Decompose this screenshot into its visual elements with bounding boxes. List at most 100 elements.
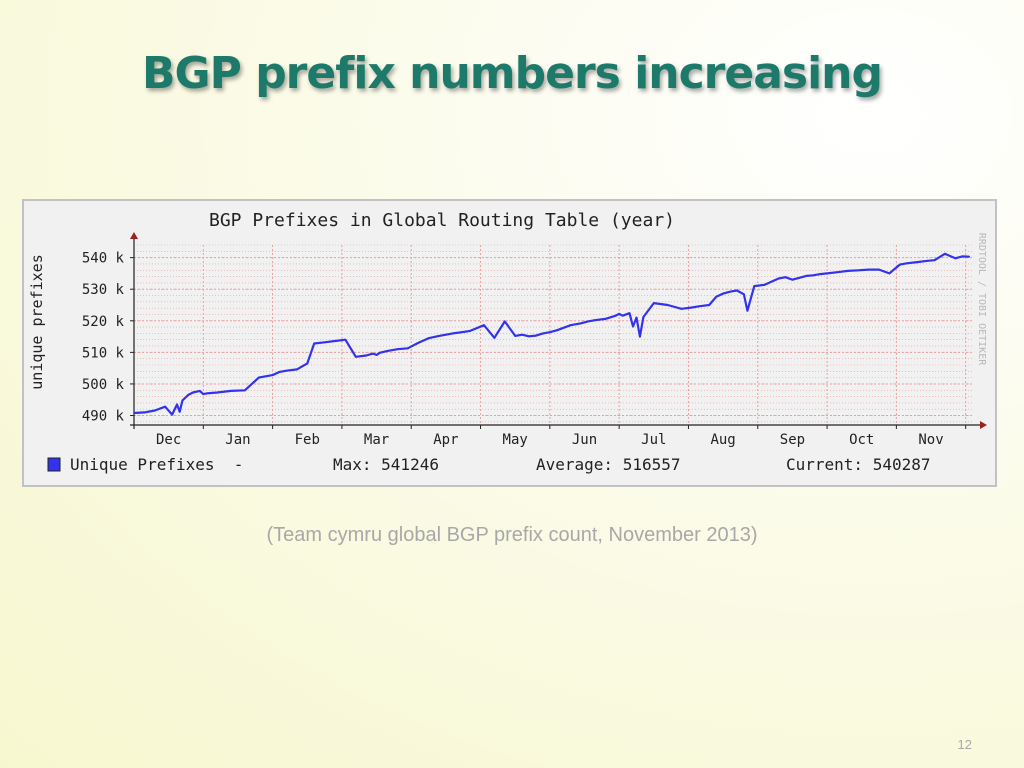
data-point	[722, 292, 725, 295]
y-tick-label: 500 k	[82, 377, 125, 393]
data-point	[618, 312, 621, 315]
x-tick-label: Nov	[918, 432, 943, 448]
data-point	[257, 376, 260, 379]
data-point	[444, 333, 447, 336]
data-point	[243, 389, 246, 392]
data-point	[639, 335, 641, 338]
y-tick-labels: 490 k 500 k 510 k 520 k 530 k 540 k	[82, 251, 125, 425]
legend: Unique Prefixes - Max: 541246 Average: 5…	[47, 455, 931, 474]
data-point	[469, 329, 472, 332]
data-point	[198, 389, 201, 392]
data-point	[729, 290, 731, 293]
x-axis-arrow	[980, 421, 987, 429]
data-point	[916, 261, 919, 263]
x-tick-labels: Dec Jan Feb Mar Apr May Jun Jul Aug Sep Oct Nov	[156, 432, 944, 448]
data-point	[143, 411, 146, 414]
legend-current: Current: 540287	[786, 455, 931, 474]
y-tick-label: 510 k	[82, 345, 125, 361]
data-point	[867, 268, 870, 271]
data-point	[417, 341, 420, 344]
data-point	[697, 305, 700, 308]
data-point	[278, 371, 281, 373]
data-point	[406, 347, 409, 350]
data-point	[153, 409, 156, 412]
x-tick-label: Feb	[295, 432, 320, 448]
data-point	[691, 306, 693, 309]
data-point	[715, 295, 718, 298]
data-point	[708, 304, 711, 306]
data-point	[396, 348, 399, 351]
series-layer	[133, 252, 971, 416]
data-point	[171, 413, 174, 416]
data-point	[878, 268, 880, 271]
data-point	[614, 314, 617, 317]
data-point	[666, 304, 669, 306]
data-point	[604, 317, 607, 320]
data-point	[621, 314, 624, 317]
y-tick-label: 540 k	[82, 251, 125, 267]
y-axis-label: unique prefixes	[28, 254, 46, 389]
y-tick-label: 520 k	[82, 314, 125, 330]
x-tick-label: Apr	[433, 432, 458, 448]
page-number: 12	[957, 737, 972, 752]
data-point	[285, 369, 288, 372]
legend-average: Average: 516557	[536, 455, 681, 474]
x-tick-label: Mar	[364, 432, 389, 448]
data-point	[205, 392, 208, 395]
series-line-unique-prefixes	[133, 252, 970, 416]
x-tick-label: Sep	[780, 432, 805, 448]
data-point	[354, 355, 357, 358]
data-point	[819, 273, 822, 275]
data-point	[164, 405, 167, 408]
data-point	[888, 272, 891, 275]
data-point	[313, 342, 316, 345]
y-tick-label: 530 k	[82, 282, 125, 298]
data-point	[763, 283, 766, 286]
data-point	[295, 368, 298, 371]
data-point	[812, 274, 815, 277]
y-axis-arrow	[130, 232, 138, 239]
axes	[130, 232, 987, 429]
data-point	[528, 335, 530, 338]
data-point	[493, 336, 496, 339]
data-point	[632, 325, 634, 328]
data-point	[542, 332, 544, 335]
data-point	[905, 262, 908, 265]
chart-title: BGP Prefixes in Global Routing Table (ye…	[209, 210, 675, 231]
data-point	[743, 293, 745, 296]
data-point	[514, 335, 517, 337]
data-point	[753, 285, 756, 287]
data-point	[954, 257, 957, 260]
data-point	[503, 320, 506, 323]
data-point	[323, 341, 326, 344]
data-point	[798, 276, 801, 279]
y-tick-label: 490 k	[82, 409, 125, 425]
data-point	[857, 269, 860, 272]
data-point	[271, 374, 274, 377]
data-point	[943, 252, 946, 255]
x-tick-label: May	[503, 432, 528, 448]
data-point	[580, 322, 582, 325]
slide-title: BGP prefix numbers increasing	[141, 48, 883, 99]
data-point	[736, 289, 738, 292]
x-tick-label: Jun	[572, 432, 597, 448]
x-tick-label: Jan	[225, 432, 250, 448]
data-point	[635, 316, 638, 319]
data-point	[805, 275, 808, 277]
data-point	[933, 259, 936, 262]
data-point	[427, 337, 430, 340]
chart-panel: BGP Prefixes in Global Routing Table (ye…	[22, 199, 997, 487]
data-point	[968, 255, 971, 258]
data-point	[230, 389, 232, 392]
data-point	[628, 312, 631, 315]
data-point	[181, 399, 184, 402]
data-point	[438, 335, 440, 337]
data-point	[569, 324, 572, 327]
data-point	[306, 362, 309, 365]
data-point	[375, 353, 378, 356]
data-point	[593, 319, 596, 322]
data-point	[587, 320, 589, 323]
data-point	[372, 352, 375, 355]
data-point	[176, 403, 178, 406]
data-point	[187, 394, 189, 396]
